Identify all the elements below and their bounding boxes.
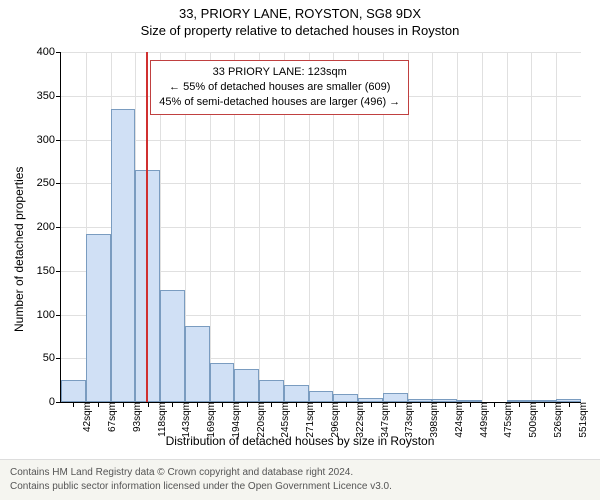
x-tick-mark	[544, 402, 545, 407]
x-tick-mark	[445, 402, 446, 407]
y-tick-label: 100	[37, 309, 61, 321]
x-tick-label: 475sqm	[497, 402, 514, 438]
x-tick-mark	[123, 402, 124, 407]
y-tick-label: 250	[37, 177, 61, 189]
x-tick-label: 118sqm	[151, 402, 168, 437]
chart-container: Number of detached properties 0501001502…	[0, 42, 600, 452]
x-tick-mark	[148, 402, 149, 407]
x-tick-label: 373sqm	[398, 402, 415, 438]
footer-attribution: Contains HM Land Registry data © Crown c…	[0, 459, 600, 500]
y-tick-label: 200	[37, 221, 61, 233]
x-tick-label: 322sqm	[349, 402, 366, 438]
x-tick-mark	[197, 402, 198, 407]
histogram-bar	[111, 109, 136, 402]
x-tick-mark	[494, 402, 495, 407]
x-tick-label: 93sqm	[126, 402, 143, 432]
x-tick-label: 67sqm	[101, 402, 118, 432]
histogram-bar	[259, 380, 284, 402]
gridline-v	[432, 52, 433, 402]
x-tick-mark	[271, 402, 272, 407]
x-tick-mark	[420, 402, 421, 407]
chart-title-sub: Size of property relative to detached ho…	[0, 21, 600, 42]
x-tick-label: 424sqm	[448, 402, 465, 438]
x-tick-label: 398sqm	[423, 402, 440, 438]
annotation-box: 33 PRIORY LANE: 123sqm← 55% of detached …	[150, 60, 409, 115]
gridline-v	[556, 52, 557, 402]
plot-area: 05010015020025030035040042sqm67sqm93sqm1…	[60, 52, 581, 403]
histogram-bar	[383, 393, 408, 402]
x-tick-label: 296sqm	[324, 402, 341, 438]
gridline-h	[61, 52, 581, 53]
histogram-bar	[210, 363, 235, 402]
x-tick-label: 143sqm	[175, 402, 192, 438]
x-tick-mark	[371, 402, 372, 407]
x-tick-label: 347sqm	[374, 402, 391, 438]
histogram-bar	[333, 394, 358, 402]
y-tick-label: 0	[49, 396, 61, 408]
property-marker-line	[146, 52, 148, 402]
x-tick-mark	[296, 402, 297, 407]
gridline-v	[507, 52, 508, 402]
x-tick-label: 220sqm	[250, 402, 267, 438]
x-tick-label: 551sqm	[572, 402, 589, 438]
y-tick-label: 50	[43, 352, 61, 364]
annotation-line: 33 PRIORY LANE: 123sqm	[159, 65, 400, 80]
histogram-bar	[160, 290, 185, 402]
x-tick-label: 194sqm	[225, 402, 242, 438]
x-tick-label: 500sqm	[522, 402, 539, 438]
annotation-line: ← 55% of detached houses are smaller (60…	[159, 80, 400, 95]
x-tick-mark	[470, 402, 471, 407]
histogram-bar	[309, 391, 334, 402]
x-tick-mark	[73, 402, 74, 407]
x-tick-label: 526sqm	[547, 402, 564, 438]
x-tick-mark	[346, 402, 347, 407]
y-tick-label: 400	[37, 46, 61, 58]
histogram-bar	[86, 234, 111, 402]
chart-title-main: 33, PRIORY LANE, ROYSTON, SG8 9DX	[0, 0, 600, 21]
x-axis-label: Distribution of detached houses by size …	[0, 434, 600, 448]
annotation-line: 45% of semi-detached houses are larger (…	[159, 95, 400, 110]
gridline-v	[482, 52, 483, 402]
histogram-bar	[185, 326, 210, 402]
footer-line-2: Contains public sector information licen…	[10, 480, 590, 494]
histogram-bar	[234, 369, 259, 402]
x-tick-mark	[395, 402, 396, 407]
histogram-bar	[284, 385, 309, 403]
gridline-h	[61, 140, 581, 141]
x-tick-label: 271sqm	[299, 402, 316, 438]
histogram-bar	[61, 380, 86, 402]
x-tick-mark	[519, 402, 520, 407]
x-tick-mark	[321, 402, 322, 407]
x-tick-mark	[98, 402, 99, 407]
y-tick-label: 150	[37, 265, 61, 277]
y-tick-label: 300	[37, 134, 61, 146]
footer-line-1: Contains HM Land Registry data © Crown c…	[10, 466, 590, 480]
x-tick-mark	[247, 402, 248, 407]
y-tick-label: 350	[37, 90, 61, 102]
x-tick-label: 245sqm	[274, 402, 291, 438]
y-axis-label: Number of detached properties	[12, 167, 26, 332]
gridline-v	[531, 52, 532, 402]
x-tick-label: 449sqm	[473, 402, 490, 438]
gridline-v	[457, 52, 458, 402]
x-tick-mark	[222, 402, 223, 407]
x-tick-label: 42sqm	[76, 402, 93, 432]
x-tick-mark	[569, 402, 570, 407]
x-tick-label: 169sqm	[200, 402, 217, 438]
x-tick-mark	[172, 402, 173, 407]
